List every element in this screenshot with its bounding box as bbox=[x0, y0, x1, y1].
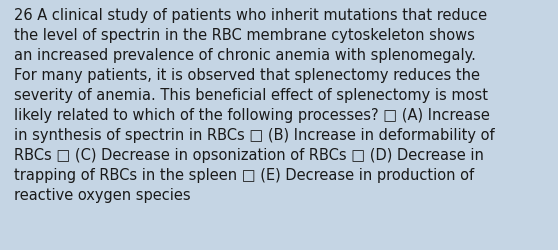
Text: 26 A clinical study of patients who inherit mutations that reduce
the level of s: 26 A clinical study of patients who inhe… bbox=[14, 8, 494, 202]
